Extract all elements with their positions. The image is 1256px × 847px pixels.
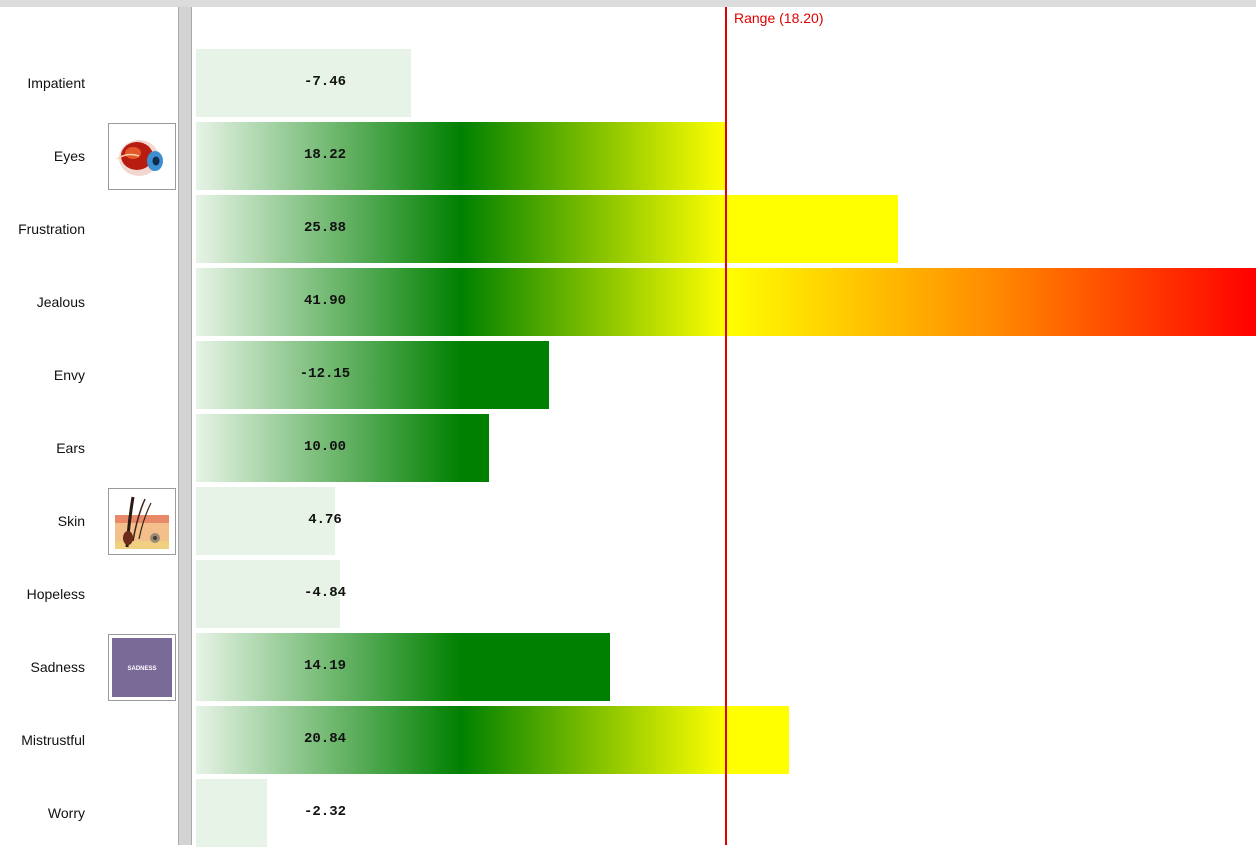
skin-hair-anatomy-icon [115,496,169,549]
bar[interactable] [196,706,789,774]
category-label: Jealous [36,294,85,310]
bar[interactable] [196,487,335,555]
category-label: Eyes [53,148,85,164]
category-label: Mistrustful [21,732,85,748]
bar-value-label: -12.15 [299,366,351,382]
category-label: Hopeless [26,586,85,602]
sadness-thumbnail[interactable]: SADNESS [108,634,176,701]
bar[interactable] [196,779,267,847]
bar[interactable] [196,414,489,482]
bar[interactable] [196,560,340,628]
category-label: Skin [57,513,85,529]
bar-value-label: 25.88 [303,220,346,236]
eye-anatomy-icon [116,140,163,176]
bar[interactable] [196,122,726,190]
skin-thumbnail[interactable] [108,488,176,555]
bar-value-label: 14.19 [303,658,346,674]
bar-value-label: -7.46 [303,74,346,90]
category-label: Frustration [18,221,85,237]
bar-value-label: 41.90 [303,293,346,309]
sadness-card-text: SADNESS [127,666,156,672]
bar[interactable] [196,341,549,409]
bar-value-label: -4.84 [303,585,346,601]
bar-value-label: 4.76 [308,512,342,528]
top-bar [0,0,1256,7]
bar-value-label: 18.22 [303,147,346,163]
bar-value-label: -2.32 [303,804,346,820]
range-label: Range (18.20) [734,10,824,26]
bar[interactable] [196,195,898,263]
category-label: Ears [56,440,85,456]
eyes-thumbnail[interactable] [108,123,176,190]
bar-value-label: 10.00 [303,439,346,455]
range-reference-line [725,7,727,845]
bar[interactable] [196,49,411,117]
panel-divider[interactable] [178,7,192,845]
bar-value-label: 20.84 [303,731,346,747]
category-label: Envy [53,367,85,383]
category-label: Sadness [30,659,85,675]
bar[interactable] [196,633,610,701]
category-label: Impatient [27,75,85,91]
sadness-card-icon: SADNESS [112,638,172,697]
category-label: Worry [47,805,85,821]
